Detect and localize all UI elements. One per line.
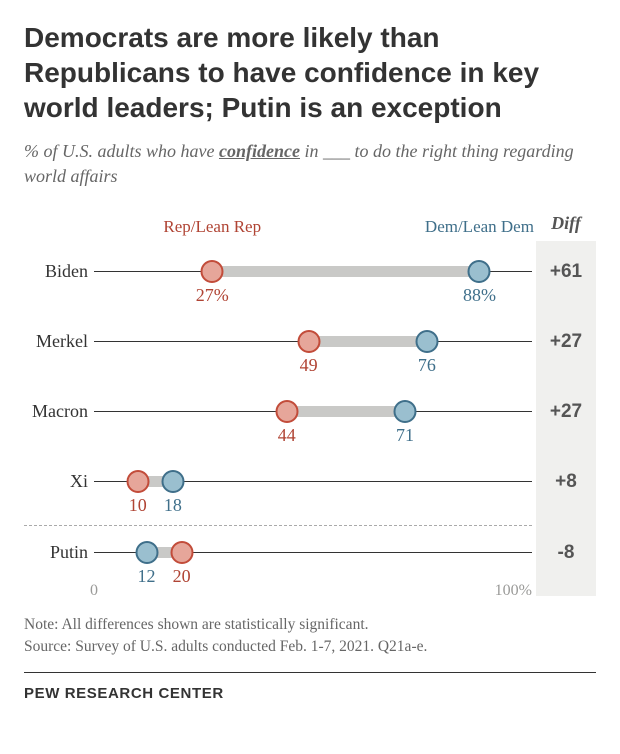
dem-marker <box>135 541 158 564</box>
row-axis: 1018 <box>94 481 532 482</box>
diff-value: -8 <box>536 542 596 564</box>
range-bar <box>309 336 427 347</box>
rep-marker <box>201 260 224 283</box>
dem-marker <box>468 260 491 283</box>
source-text: Source: Survey of U.S. adults conducted … <box>24 636 596 658</box>
row-label: Merkel <box>24 331 88 352</box>
row-label: Putin <box>24 542 88 563</box>
diff-value: +27 <box>536 331 596 353</box>
chart-row: Biden27%88%+61 <box>24 245 532 315</box>
rep-marker <box>275 400 298 423</box>
dem-marker <box>161 470 184 493</box>
footer-rule <box>24 672 596 673</box>
row-axis: 4976 <box>94 341 532 342</box>
range-bar <box>212 266 479 277</box>
rep-value: 10 <box>129 495 147 516</box>
row-axis: 20120100% <box>94 552 532 553</box>
legend-rep: Rep/Lean Rep <box>163 217 261 237</box>
row-axis: 27%88% <box>94 271 532 272</box>
row-label: Xi <box>24 471 88 492</box>
chart-row: Xi1018+8 <box>24 455 532 525</box>
rep-value: 27% <box>196 285 229 306</box>
row-label: Biden <box>24 261 88 282</box>
row-label: Macron <box>24 401 88 422</box>
note-text: Note: All differences shown are statisti… <box>24 614 596 636</box>
range-bar <box>287 406 405 417</box>
dem-value: 76 <box>418 355 436 376</box>
chart-row: Putin20120100%-8 <box>24 526 532 596</box>
axis-min: 0 <box>90 582 98 600</box>
dem-value: 71 <box>396 425 414 446</box>
legend-row: Rep/Lean Rep Dem/Lean Dem <box>94 217 532 241</box>
rep-value: 49 <box>300 355 318 376</box>
chart-row: Merkel4976+27 <box>24 315 532 385</box>
rep-marker <box>126 470 149 493</box>
rep-marker <box>297 330 320 353</box>
rep-value: 20 <box>173 566 191 587</box>
diff-column-header: Diff <box>536 213 596 234</box>
rep-marker <box>170 541 193 564</box>
dem-marker <box>415 330 438 353</box>
diff-value: +8 <box>536 471 596 493</box>
chart-row: Macron4471+27 <box>24 385 532 455</box>
dem-value: 12 <box>138 566 156 587</box>
row-axis: 4471 <box>94 411 532 412</box>
dem-value: 88% <box>463 285 496 306</box>
chart-rows: Biden27%88%+61Merkel4976+27Macron4471+27… <box>24 245 532 596</box>
chart-title: Democrats are more likely than Republica… <box>24 20 596 125</box>
chart-area: Diff Rep/Lean Rep Dem/Lean Dem Biden27%8… <box>24 217 596 596</box>
diff-value: +61 <box>536 261 596 283</box>
dem-value: 18 <box>164 495 182 516</box>
diff-value: +27 <box>536 401 596 423</box>
subtitle-emphasis: confidence <box>219 141 300 161</box>
chart-subtitle: % of U.S. adults who have confidence in … <box>24 139 596 189</box>
axis-max: 100% <box>495 582 532 600</box>
rep-value: 44 <box>278 425 296 446</box>
subtitle-pre: % of U.S. adults who have <box>24 141 219 161</box>
legend-dem: Dem/Lean Dem <box>425 217 534 237</box>
dem-marker <box>393 400 416 423</box>
attribution: PEW RESEARCH CENTER <box>24 685 596 702</box>
